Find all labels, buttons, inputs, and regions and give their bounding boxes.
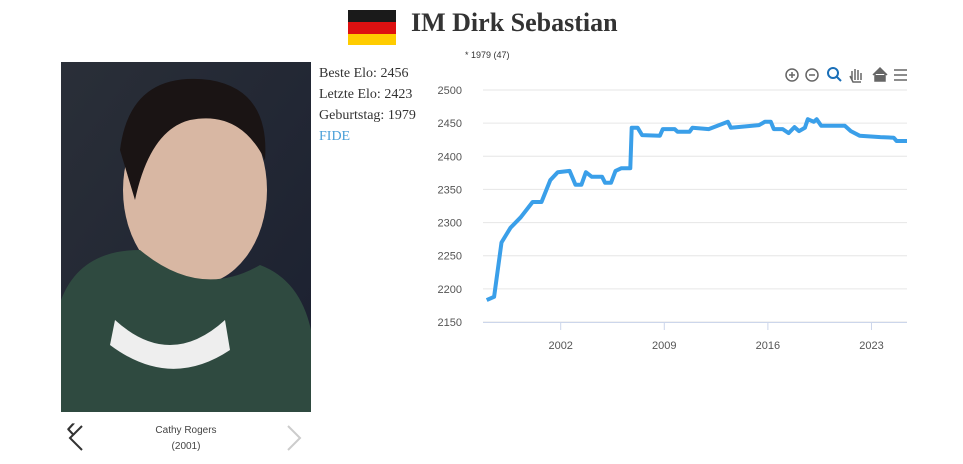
chart-toolbar xyxy=(785,66,907,83)
x-tick-label: 2009 xyxy=(652,340,676,352)
photo xyxy=(61,62,311,412)
chart: 2150 2200 2250 2300 2350 2400 2450 2500 2002 2009… xyxy=(438,85,907,352)
prev-arrow[interactable]: ‹ xyxy=(66,411,76,444)
flag xyxy=(348,10,396,45)
photo-year: (2001) xyxy=(172,441,201,452)
profile-value: 2423 xyxy=(384,87,412,102)
zoom-out[interactable] xyxy=(805,68,819,82)
zoom-select[interactable] xyxy=(827,67,842,82)
menu[interactable] xyxy=(894,69,907,81)
fide-link[interactable]: FIDE xyxy=(319,129,350,144)
y-tick-label: 2400 xyxy=(438,151,462,163)
y-tick-label: 2500 xyxy=(438,85,462,97)
profile-value: 2456 xyxy=(380,66,408,81)
profile-item: Geburtstag: 1979 xyxy=(319,108,416,123)
elo-line xyxy=(485,117,907,302)
chart-note: * 1979 (47) xyxy=(465,50,510,60)
profile-value: 1979 xyxy=(388,108,416,123)
y-tick-label: 2350 xyxy=(438,184,462,196)
reset[interactable] xyxy=(872,66,888,82)
profile-label: Beste Elo: xyxy=(319,66,377,81)
y-tick-label: 2450 xyxy=(438,118,462,130)
x-tick-label: 2023 xyxy=(859,340,883,352)
profile-label: Geburtstag: xyxy=(319,108,384,123)
prev-button[interactable] xyxy=(68,425,83,451)
title: IM Dirk Sebastian xyxy=(411,8,618,37)
photo-caption: Cathy Rogers xyxy=(155,425,216,436)
x-tick-label: 2016 xyxy=(756,340,780,352)
next-button[interactable] xyxy=(287,425,302,451)
pan[interactable] xyxy=(849,69,862,83)
y-tick-label: 2250 xyxy=(438,251,462,263)
x-tick-label: 2002 xyxy=(548,340,572,352)
y-tick-label: 2200 xyxy=(438,284,462,296)
zoom-in[interactable] xyxy=(785,68,799,82)
profile-item: Letzte Elo: 2423 xyxy=(319,87,412,102)
y-tick-label: 2300 xyxy=(438,218,462,230)
profile-label: Letzte Elo: xyxy=(319,87,381,102)
y-tick-label: 2150 xyxy=(438,317,462,329)
profile-item: Beste Elo: 2456 xyxy=(319,66,408,81)
